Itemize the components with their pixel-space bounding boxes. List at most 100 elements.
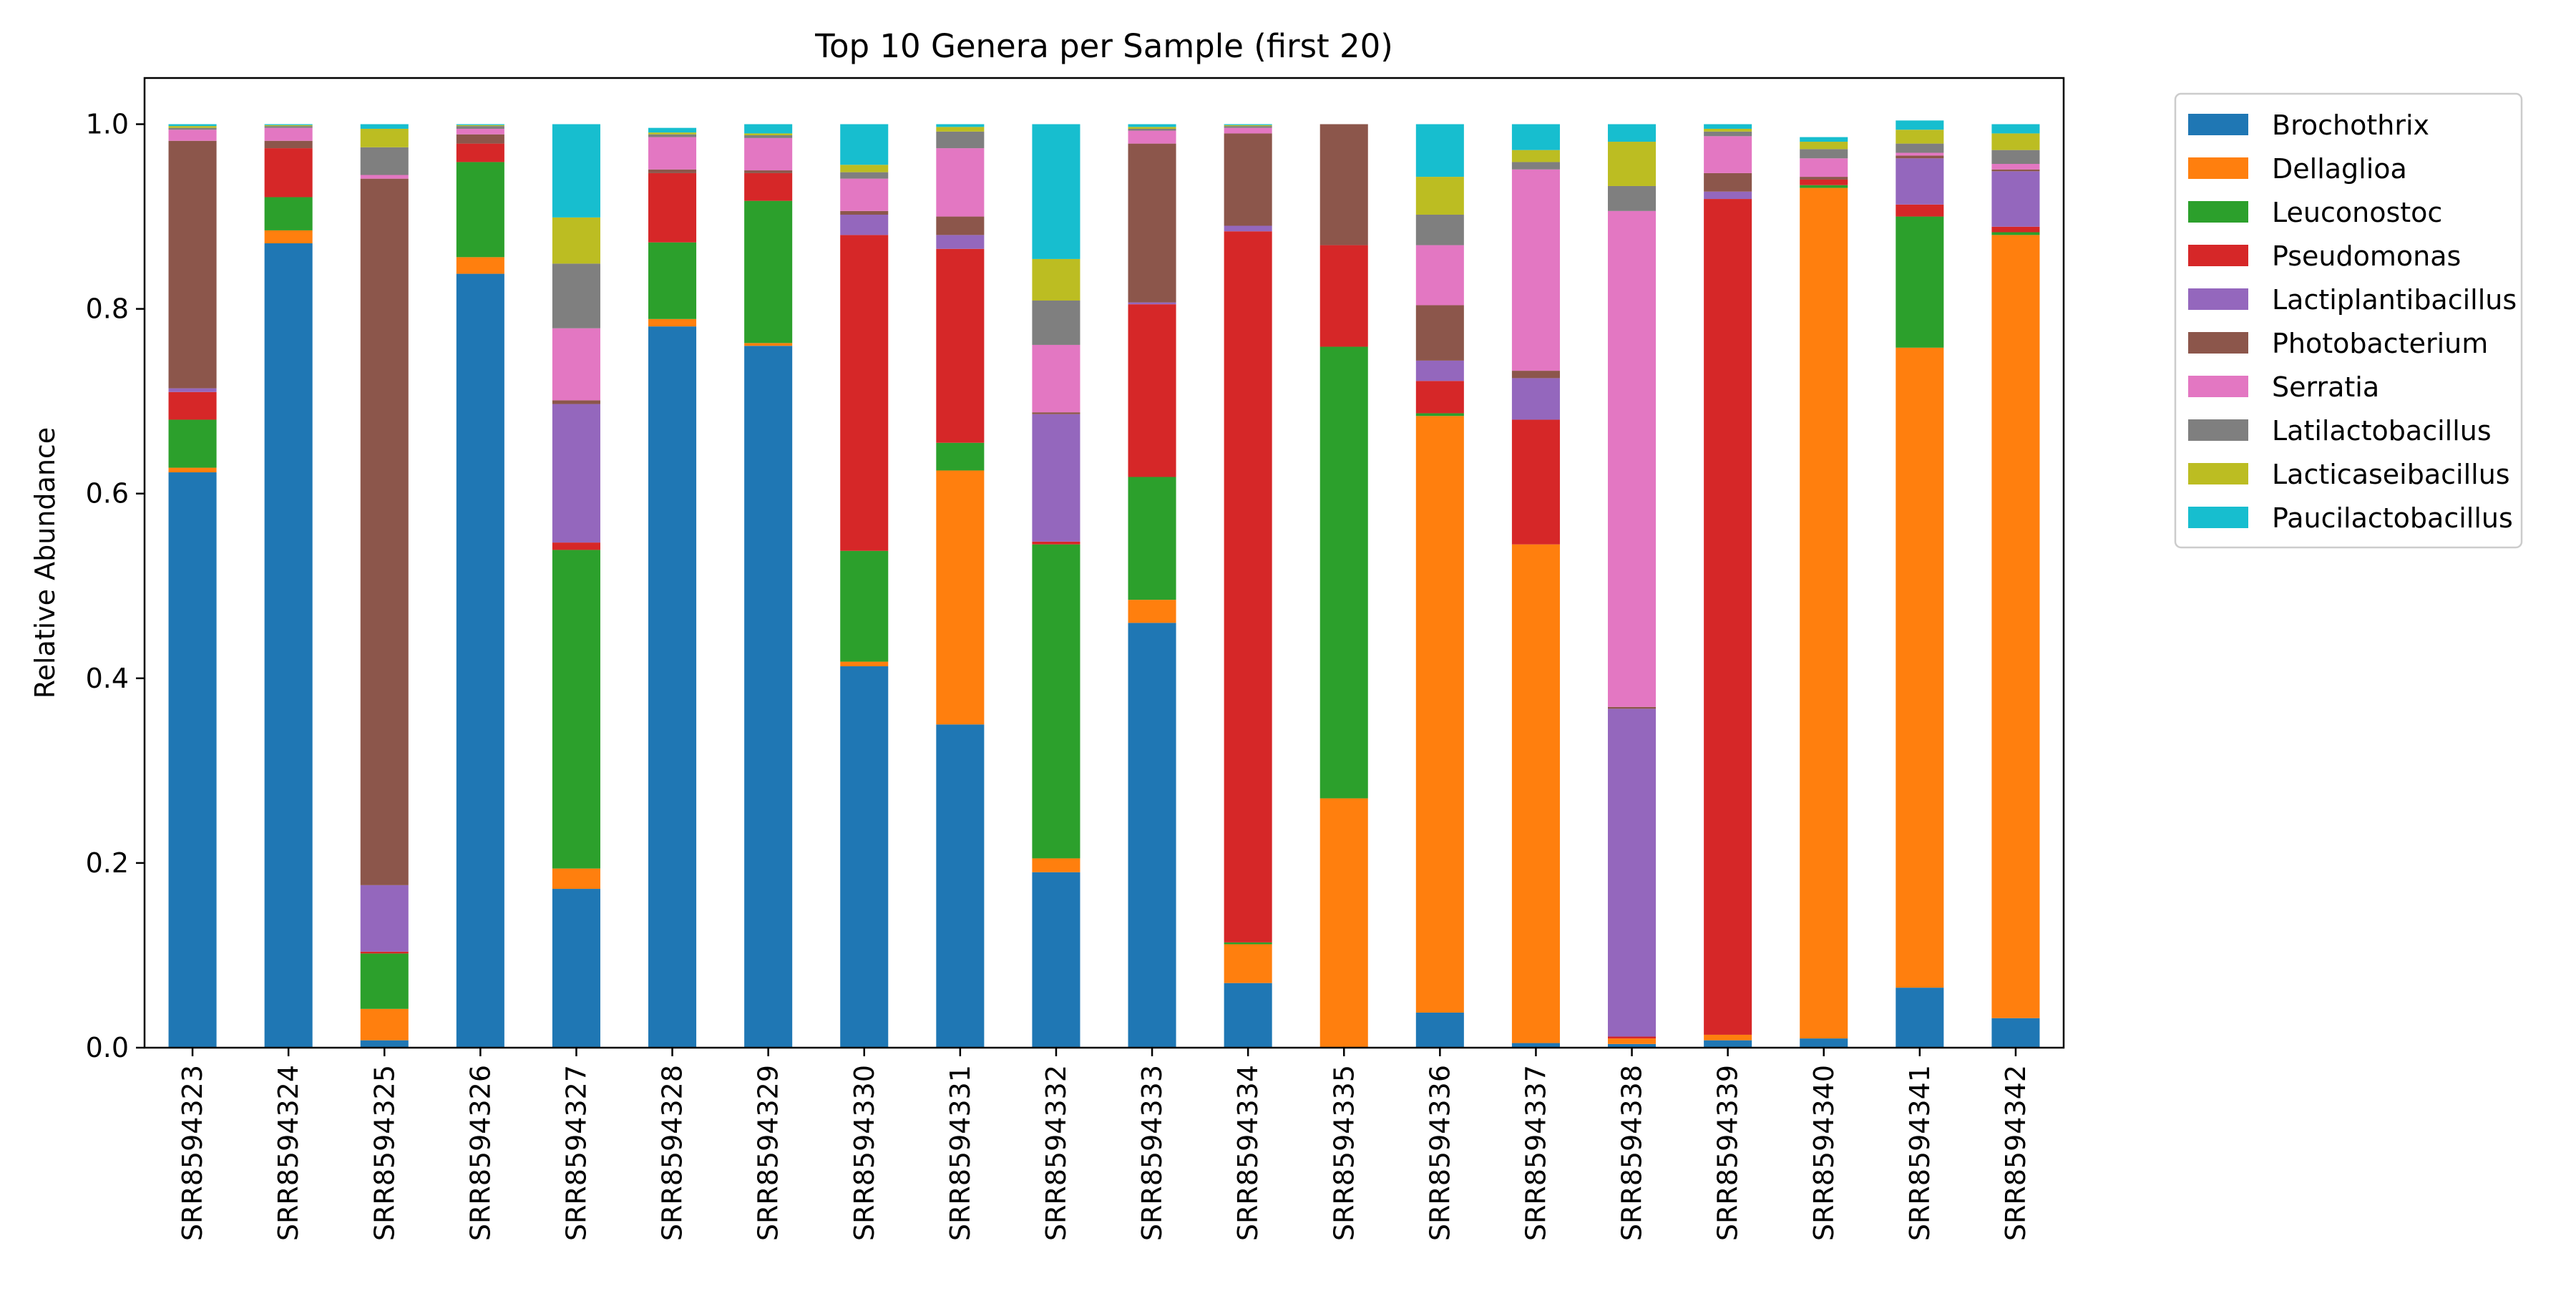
x-tick-label: SRR8594336 (1424, 1065, 1455, 1241)
y-tick-label: 1.0 (86, 109, 129, 140)
bar-segment-lacticaseibacillus-srr8594329 (744, 133, 793, 136)
bar-segment-lacticaseibacillus-srr8594326 (456, 125, 504, 127)
bar-segment-lacticaseibacillus-srr8594332 (1032, 258, 1080, 301)
bar-segment-leuconostoc-srr8594341 (1896, 216, 1944, 348)
legend-swatch (2188, 332, 2248, 354)
bar-segment-serratia-srr8594334 (1224, 127, 1272, 134)
bar-segment-paucilactobacillus-srr8594323 (168, 124, 217, 127)
bar-segment-leuconostoc-srr8594334 (1224, 942, 1272, 945)
bar-segment-brochothrix-srr8594327 (552, 889, 600, 1048)
bar-segment-lacticaseibacillus-srr8594333 (1128, 127, 1176, 129)
bar-segment-dellaglioa-srr8594333 (1128, 600, 1176, 623)
bar-segment-dellaglioa-srr8594326 (456, 257, 504, 274)
bar-segment-leuconostoc-srr8594329 (744, 200, 793, 344)
bar-segment-photobacterium-srr8594332 (1032, 412, 1080, 414)
bar-segment-serratia-srr8594326 (456, 128, 504, 135)
bar-segment-paucilactobacillus-srr8594330 (840, 124, 889, 165)
bar-segment-brochothrix-srr8594323 (168, 472, 217, 1048)
bar-segment-leuconostoc-srr8594328 (648, 242, 697, 319)
bar-segment-photobacterium-srr8594339 (1704, 172, 1752, 192)
bar-segment-pseudomonas-srr8594330 (840, 235, 889, 551)
bar-segment-photobacterium-srr8594337 (1511, 371, 1560, 379)
bar-segment-serratia-srr8594341 (1896, 152, 1944, 156)
bar-segment-lacticaseibacillus-srr8594342 (1991, 133, 2040, 150)
bar-segment-serratia-srr8594332 (1032, 344, 1080, 413)
bar-segment-brochothrix-srr8594341 (1896, 988, 1944, 1048)
y-tick-label: 0.2 (86, 847, 129, 879)
bar-segment-paucilactobacillus-srr8594337 (1511, 124, 1560, 150)
x-tick-label: SRR8594324 (273, 1065, 304, 1241)
bar-segment-dellaglioa-srr8594335 (1319, 798, 1368, 1048)
bar-segment-pseudomonas-srr8594342 (1991, 226, 2040, 233)
bar-segment-leuconostoc-srr8594332 (1032, 544, 1080, 859)
bar-segment-dellaglioa-srr8594338 (1608, 1038, 1657, 1044)
bar-segment-latilactobacillus-srr8594334 (1224, 126, 1272, 128)
bar-segment-brochothrix-srr8594324 (264, 243, 313, 1048)
bar-segment-photobacterium-srr8594326 (456, 134, 504, 144)
bar-segment-leuconostoc-srr8594324 (264, 197, 313, 230)
bar-segment-paucilactobacillus-srr8594325 (360, 124, 409, 129)
bar-segment-paucilactobacillus-srr8594341 (1896, 120, 1944, 130)
bar-segment-paucilactobacillus-srr8594327 (552, 124, 600, 218)
bar-segment-pseudomonas-srr8594333 (1128, 304, 1176, 477)
bar-segment-brochothrix-srr8594337 (1511, 1043, 1560, 1048)
bar-segment-pseudomonas-srr8594324 (264, 148, 313, 198)
legend-label: Lactiplantibacillus (2272, 284, 2517, 316)
y-axis-label: Relative Abundance (29, 427, 61, 698)
x-tick-label: SRR8594328 (657, 1065, 688, 1241)
bar-segment-serratia-srr8594333 (1128, 130, 1176, 144)
bar-segment-serratia-srr8594324 (264, 127, 313, 141)
x-tick-label: SRR8594327 (560, 1065, 592, 1241)
bar-segment-serratia-srr8594339 (1704, 136, 1752, 173)
legend-swatch (2188, 245, 2248, 266)
bar-segment-latilactobacillus-srr8594339 (1704, 131, 1752, 137)
bar-segment-latilactobacillus-srr8594323 (168, 127, 217, 130)
bar-segment-serratia-srr8594329 (744, 137, 793, 171)
bar-segment-paucilactobacillus-srr8594328 (648, 127, 697, 133)
bar-segment-paucilactobacillus-srr8594338 (1608, 124, 1657, 142)
bar-segment-leuconostoc-srr8594323 (168, 419, 217, 468)
bar-segment-latilactobacillus-srr8594325 (360, 147, 409, 175)
bar-segment-brochothrix-srr8594326 (456, 273, 504, 1048)
bar-segment-latilactobacillus-srr8594337 (1511, 162, 1560, 170)
bar-segment-latilactobacillus-srr8594332 (1032, 301, 1080, 345)
bar-segment-latilactobacillus-srr8594326 (456, 126, 504, 129)
x-tick-label: SRR8594333 (1136, 1065, 1168, 1241)
bar-segment-dellaglioa-srr8594342 (1991, 235, 2040, 1018)
bar-segment-photobacterium-srr8594341 (1896, 155, 1944, 159)
bar-segment-brochothrix-srr8594331 (936, 724, 985, 1048)
bar-segment-latilactobacillus-srr8594338 (1608, 185, 1657, 211)
chart-title: Top 10 Genera per Sample (first 20) (814, 27, 1393, 65)
bar-segment-pseudomonas-srr8594325 (360, 951, 409, 954)
bar-segment-lacticaseibacillus-srr8594325 (360, 128, 409, 147)
x-tick-label: SRR8594329 (753, 1065, 784, 1241)
bar-segment-lacticaseibacillus-srr8594323 (168, 126, 217, 128)
bar-segment-brochothrix-srr8594334 (1224, 983, 1272, 1048)
y-tick-label: 0.8 (86, 293, 129, 325)
bar-segment-leuconostoc-srr8594325 (360, 953, 409, 1009)
bar-segment-lacticaseibacillus-srr8594337 (1511, 150, 1560, 162)
bar-segment-dellaglioa-srr8594340 (1800, 187, 1848, 1039)
x-tick-label: SRR8594341 (1904, 1065, 1936, 1241)
axes-layer: 0.0 0.2 0.4 0.6 0.8 1.0 SRR8594323 SRR8594324 SR… (86, 77, 2065, 1241)
legend-swatch (2188, 419, 2248, 441)
legend-label: Pseudomonas (2272, 240, 2461, 272)
legend-label: Lacticaseibacillus (2272, 459, 2510, 490)
bar-segment-dellaglioa-srr8594334 (1224, 944, 1272, 983)
bar-segment-brochothrix-srr8594325 (360, 1040, 409, 1048)
bar-segment-brochothrix-srr8594340 (1800, 1038, 1848, 1048)
bar-segment-lacticaseibacillus-srr8594334 (1224, 125, 1272, 127)
bar-segment-dellaglioa-srr8594339 (1704, 1034, 1752, 1041)
y-tick-label: 0.4 (86, 663, 129, 694)
bar-segment-lactiplantibacillus-srr8594325 (360, 885, 409, 952)
bar-segment-latilactobacillus-srr8594331 (936, 131, 985, 149)
bar-segment-dellaglioa-srr8594327 (552, 868, 600, 890)
legend-label: Dellaglioa (2272, 153, 2407, 185)
bar-segment-paucilactobacillus-srr8594333 (1128, 124, 1176, 127)
x-tick-label: SRR8594338 (1616, 1065, 1648, 1241)
bar-segment-dellaglioa-srr8594332 (1032, 858, 1080, 872)
bar-segment-leuconostoc-srr8594336 (1415, 413, 1464, 416)
bar-segment-serratia-srr8594327 (552, 328, 600, 401)
bar-segment-pseudomonas-srr8594341 (1896, 204, 1944, 217)
legend-label: Paucilactobacillus (2272, 502, 2513, 534)
